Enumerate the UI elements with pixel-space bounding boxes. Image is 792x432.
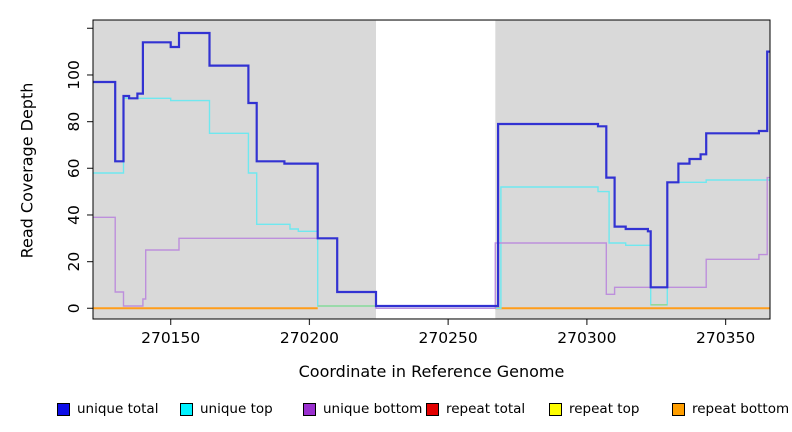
- series-unique-total: [93, 31, 770, 308]
- masked-region: [376, 20, 496, 319]
- y-tick-label: 60: [65, 158, 83, 178]
- y-tick-label: 20: [65, 252, 83, 272]
- legend-label: unique bottom: [323, 401, 423, 417]
- y-tick-label: 40: [65, 205, 83, 225]
- x-tick-label: 270150: [141, 329, 200, 347]
- y-axis-label: Read Coverage Depth: [17, 82, 37, 259]
- x-axis-label: Coordinate in Reference Genome: [298, 362, 565, 381]
- legend-swatch: [672, 402, 685, 416]
- legend-label: repeat total: [446, 401, 526, 417]
- legend-swatch: [303, 402, 316, 416]
- y-tick-label: 100: [65, 60, 83, 90]
- legend-item-unique-bottom: unique bottom: [303, 399, 422, 419]
- x-tick-label: 270200: [280, 329, 339, 347]
- y-tick-label: 80: [65, 112, 83, 132]
- legend-label: unique top: [200, 401, 273, 417]
- legend-swatch: [180, 402, 193, 416]
- legend-swatch: [549, 402, 562, 416]
- plot-border: [92, 19, 771, 320]
- x-tick-label: 270350: [696, 329, 755, 347]
- legend-item-repeat-total: repeat total: [426, 399, 525, 419]
- legend-item-repeat-top: repeat top: [549, 399, 639, 419]
- legend-swatch: [426, 402, 439, 416]
- legend-item-unique-top: unique top: [180, 399, 273, 419]
- legend-item-repeat-bottom: repeat bottom: [672, 399, 789, 419]
- legend-label: unique total: [77, 401, 159, 417]
- legend-label: repeat top: [569, 401, 640, 417]
- x-tick-label: 270300: [557, 329, 616, 347]
- legend-swatch: [57, 402, 70, 416]
- legend-item-unique-total: unique total: [57, 399, 158, 419]
- plot-area: 270150 270200 270250 270300 270350 0 20 40 60 80 1…: [65, 19, 771, 347]
- x-tick-label: 270250: [419, 329, 478, 347]
- y-tick-label: 0: [65, 303, 83, 313]
- legend-label: repeat bottom: [692, 401, 790, 417]
- legend: unique total unique top unique bottom repea…: [0, 399, 792, 423]
